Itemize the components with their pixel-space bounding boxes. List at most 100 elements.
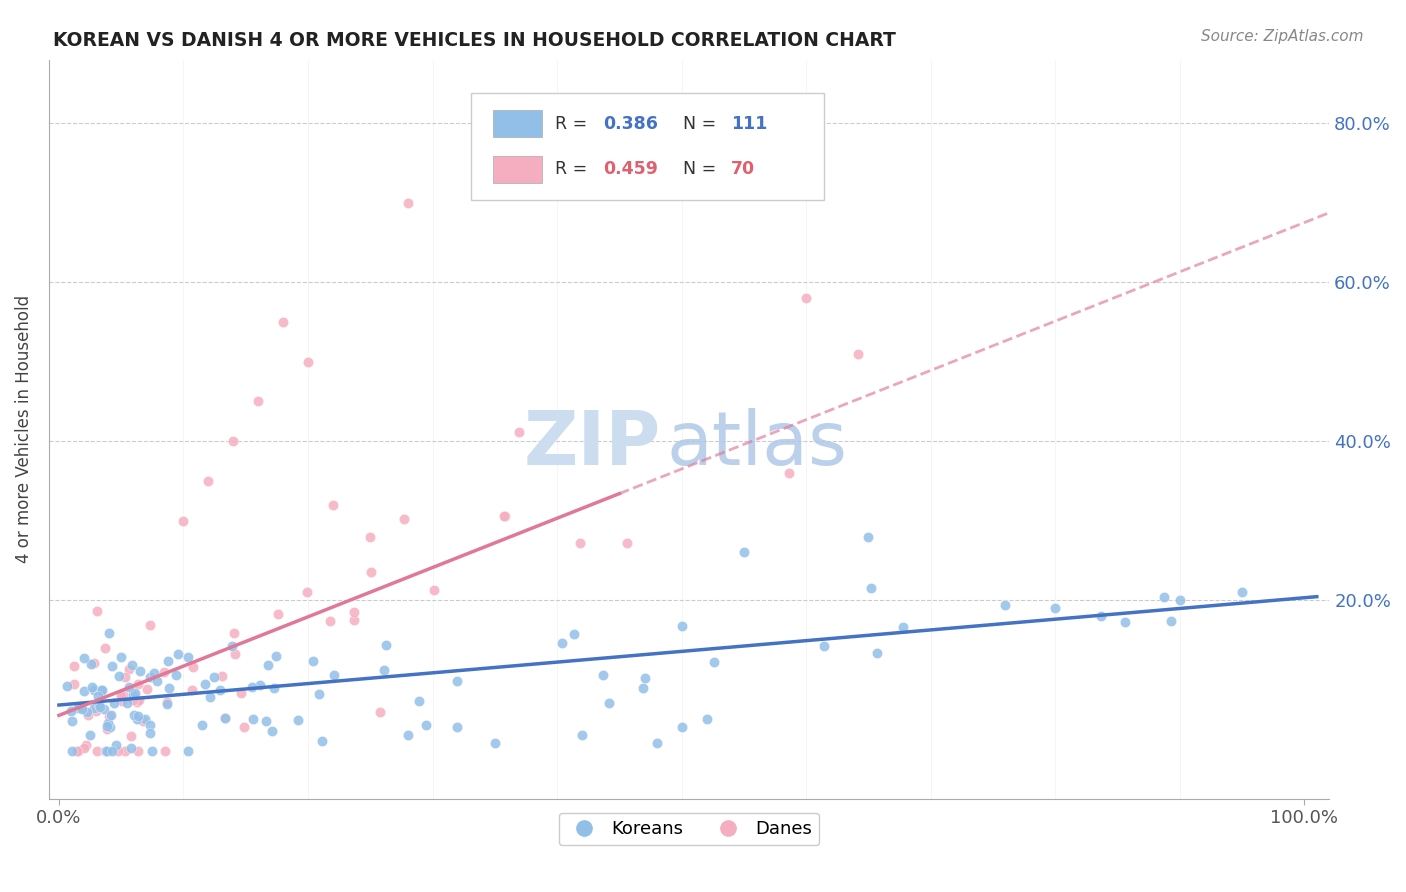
Point — [866, 646, 889, 660]
Point — [551, 636, 574, 650]
Text: R =: R = — [555, 114, 592, 133]
Point — [84, 705, 107, 719]
Point — [311, 734, 333, 748]
Point — [233, 720, 256, 734]
Point — [93, 702, 115, 716]
Point — [813, 640, 835, 654]
Point — [262, 723, 284, 738]
Point — [1160, 614, 1182, 628]
Text: ZIP: ZIP — [523, 408, 661, 481]
Point — [70, 702, 93, 716]
Point — [120, 741, 142, 756]
Point — [96, 744, 118, 758]
Point — [89, 699, 111, 714]
Point — [446, 720, 468, 734]
Point — [129, 664, 152, 678]
Text: atlas: atlas — [666, 408, 846, 481]
Point — [165, 668, 187, 682]
Point — [120, 730, 142, 744]
Point — [115, 696, 138, 710]
Point — [242, 712, 264, 726]
Point — [616, 536, 638, 550]
Point — [60, 714, 83, 728]
Point — [103, 696, 125, 710]
Point — [83, 656, 105, 670]
Point — [645, 736, 668, 750]
Text: 0.386: 0.386 — [603, 114, 658, 133]
Point — [202, 670, 225, 684]
Legend: Koreans, Danes: Koreans, Danes — [558, 813, 820, 846]
Point — [181, 659, 204, 673]
Point — [484, 736, 506, 750]
Point — [107, 744, 129, 758]
Point — [671, 619, 693, 633]
Point — [302, 654, 325, 668]
Point — [139, 717, 162, 731]
Text: 111: 111 — [731, 114, 768, 133]
Point — [121, 687, 143, 701]
Point — [221, 639, 243, 653]
Point — [118, 662, 141, 676]
Point — [80, 657, 103, 672]
Point — [562, 627, 585, 641]
Point — [56, 680, 79, 694]
Point — [287, 713, 309, 727]
Point — [214, 711, 236, 725]
Point — [671, 720, 693, 734]
Point — [127, 744, 149, 758]
Point — [96, 723, 118, 737]
Point — [93, 640, 115, 655]
Point — [396, 195, 419, 210]
Point — [107, 669, 129, 683]
Y-axis label: 4 or more Vehicles in Household: 4 or more Vehicles in Household — [15, 295, 32, 563]
Point — [60, 704, 83, 718]
Point — [396, 728, 419, 742]
Point — [733, 545, 755, 559]
Point — [156, 654, 179, 668]
Point — [127, 694, 149, 708]
Point — [197, 474, 219, 488]
Point — [446, 674, 468, 689]
Point — [60, 744, 83, 758]
Point — [80, 680, 103, 694]
Point — [155, 698, 177, 712]
Point — [408, 694, 430, 708]
Point — [87, 689, 110, 703]
Point — [111, 693, 134, 707]
Point — [122, 692, 145, 706]
Point — [139, 670, 162, 684]
Point — [200, 690, 222, 704]
Point — [264, 648, 287, 663]
Point — [263, 681, 285, 695]
Point — [1045, 601, 1067, 615]
Text: N =: N = — [683, 161, 721, 178]
Point — [156, 694, 179, 708]
Point — [343, 605, 366, 619]
Point — [96, 718, 118, 732]
Point — [76, 705, 98, 719]
Point — [66, 701, 89, 715]
Point — [63, 659, 86, 673]
Point — [73, 651, 96, 665]
Point — [492, 508, 515, 523]
Point — [66, 744, 89, 758]
Point — [598, 697, 620, 711]
Point — [271, 315, 294, 329]
Point — [319, 614, 342, 628]
Point — [94, 744, 117, 758]
Point — [121, 657, 143, 672]
Point — [208, 683, 231, 698]
Point — [110, 649, 132, 664]
Point — [191, 717, 214, 731]
Point — [153, 744, 176, 758]
Point — [121, 688, 143, 702]
Point — [141, 743, 163, 757]
Point — [63, 677, 86, 691]
Point — [132, 714, 155, 728]
Point — [98, 720, 121, 734]
Text: 0.459: 0.459 — [603, 161, 658, 178]
Point — [110, 689, 132, 703]
Point — [67, 744, 90, 758]
Point — [794, 291, 817, 305]
Point — [860, 581, 883, 595]
